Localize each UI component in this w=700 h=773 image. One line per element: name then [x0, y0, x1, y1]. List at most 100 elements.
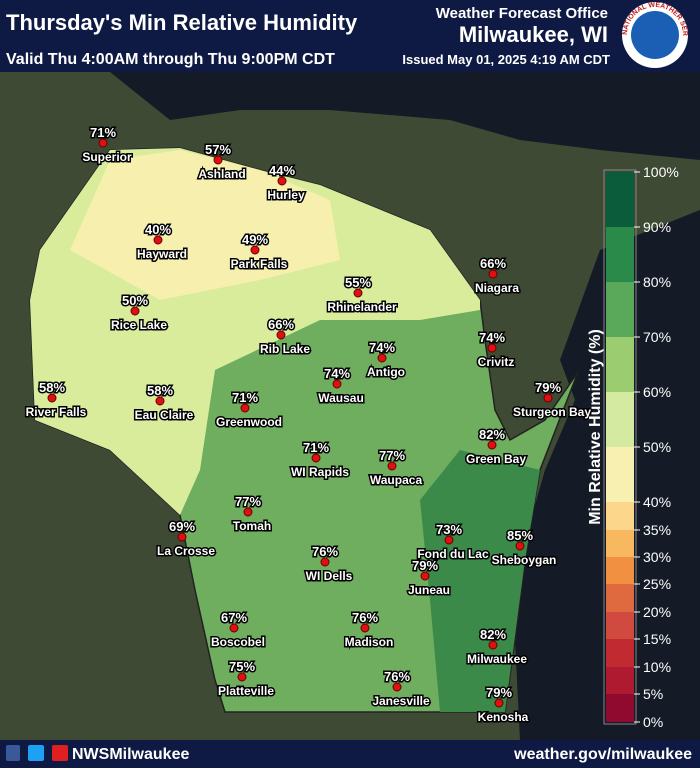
city-dot	[332, 379, 342, 389]
office: Weather Forecast Office	[436, 5, 608, 22]
humidity-label: 76%	[312, 544, 338, 559]
legend-label: 70%	[643, 329, 671, 345]
city-dot	[47, 393, 57, 403]
city-name: Platteville	[218, 684, 274, 698]
humidity-label: 76%	[352, 610, 378, 625]
city-name: WI Rapids	[291, 465, 349, 479]
humidity-label: 44%	[269, 163, 295, 178]
humidity-label: 77%	[379, 448, 405, 463]
humidity-label: 58%	[147, 383, 173, 398]
humidity-label: 79%	[486, 685, 512, 700]
city-dot	[98, 138, 108, 148]
humidity-label: 57%	[205, 142, 231, 157]
city-dot	[311, 453, 321, 463]
legend-swatch	[606, 530, 634, 557]
legend-swatch	[606, 447, 634, 502]
humidity-label: 75%	[229, 659, 255, 674]
humidity-label: 79%	[535, 380, 561, 395]
legend-swatch	[606, 557, 634, 584]
humidity-label: 58%	[39, 380, 65, 395]
humidity-label: 50%	[122, 293, 148, 308]
humidity-label: 76%	[384, 669, 410, 684]
city-dot	[250, 245, 260, 255]
legend-label: 40%	[643, 494, 671, 510]
social-handle[interactable]: NWSMilwaukee	[72, 746, 189, 763]
city-name: Superior	[82, 150, 132, 164]
city-dot	[487, 440, 497, 450]
city-dot	[155, 396, 165, 406]
city-name: Sheboygan	[492, 553, 557, 567]
website[interactable]: weather.gov/milwaukee	[513, 746, 692, 763]
issued-time: Issued May 01, 2025 4:19 AM CDT	[402, 52, 610, 67]
city-name: River Falls	[26, 405, 87, 419]
twitter-icon[interactable]	[28, 745, 44, 761]
humidity-label: 77%	[235, 494, 261, 509]
humidity-label: 82%	[479, 427, 505, 442]
humidity-label: 71%	[303, 440, 329, 455]
legend-label: 20%	[643, 604, 671, 620]
city-dot	[353, 288, 363, 298]
legend-label: 5%	[643, 686, 663, 702]
legend-label: 25%	[643, 576, 671, 592]
legend-label: 60%	[643, 384, 671, 400]
city-name: Milwaukee	[467, 652, 527, 666]
city-dot	[229, 623, 239, 633]
facebook-icon[interactable]	[6, 745, 20, 761]
city-name: Greenwood	[216, 415, 282, 429]
city-name: Sturgeon Bay	[513, 405, 591, 419]
valid-time: Valid Thu 4:00AM through Thu 9:00PM CDT	[6, 51, 335, 68]
legend-swatch	[606, 667, 634, 694]
city-name: Fond du Lac	[417, 547, 489, 561]
city-name: Hayward	[137, 247, 187, 261]
legend: Min Relative Humidity (%) 100% 90% 80% 70% 6…	[587, 164, 679, 730]
youtube-icon[interactable]	[52, 745, 68, 761]
legend-swatch	[606, 337, 634, 392]
city-dot	[387, 461, 397, 471]
city-dot	[543, 393, 553, 403]
legend-label: 50%	[643, 439, 671, 455]
legend-label: 80%	[643, 274, 671, 290]
city-dot	[153, 235, 163, 245]
humidity-label: 66%	[268, 317, 294, 332]
legend-label: 0%	[643, 714, 663, 730]
legend-swatch	[606, 392, 634, 447]
city-dot	[277, 176, 287, 186]
humidity-label: 79%	[412, 558, 438, 573]
city-name: Madison	[345, 635, 394, 649]
logo-center	[631, 11, 679, 59]
city-name: WI Dells	[306, 569, 353, 583]
city-name: Waupaca	[370, 473, 423, 487]
city-name: Green Bay	[466, 452, 526, 466]
city-dot	[237, 672, 247, 682]
city-name: Juneau	[408, 583, 450, 597]
wisconsin-darkgreen	[420, 450, 540, 712]
humidity-label: 66%	[480, 256, 506, 271]
city-dot	[487, 343, 497, 353]
legend-swatch	[606, 612, 634, 639]
humidity-label: 73%	[436, 522, 462, 537]
humidity-label: 74%	[324, 366, 350, 381]
legend-swatch	[606, 172, 634, 227]
city-dot	[276, 330, 286, 340]
city-name: Janesville	[372, 694, 430, 708]
city-name: Crivitz	[478, 355, 515, 369]
legend-label: 35%	[643, 522, 671, 538]
humidity-label: 40%	[145, 222, 171, 237]
humidity-label: 85%	[507, 528, 533, 543]
city-dot	[488, 640, 498, 650]
footer-bar	[0, 740, 700, 768]
city-name: Kenosha	[478, 710, 529, 724]
city-name: Wausau	[318, 391, 364, 405]
legend-label: 90%	[643, 219, 671, 235]
city-dot	[130, 306, 140, 316]
city-dot	[515, 541, 525, 551]
legend-swatch	[606, 502, 634, 530]
city-name: Rice Lake	[111, 318, 167, 332]
city-name: Tomah	[233, 519, 271, 533]
city-dot	[420, 571, 430, 581]
city-name: Park Falls	[231, 257, 288, 271]
legend-label: 30%	[643, 549, 671, 565]
legend-title: Min Relative Humidity (%)	[587, 329, 604, 525]
city-dot	[392, 682, 402, 692]
